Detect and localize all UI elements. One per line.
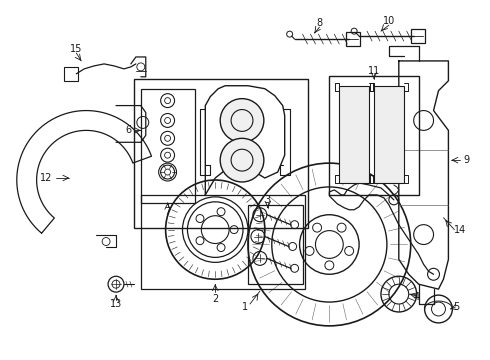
Text: 10: 10 (383, 16, 395, 26)
Text: 9: 9 (463, 155, 469, 165)
Text: 15: 15 (70, 44, 82, 54)
Text: 4: 4 (414, 292, 420, 302)
Bar (64, 67, 78, 81)
Text: 5: 5 (453, 302, 460, 312)
Bar (134, 79, 308, 228)
Text: 7: 7 (165, 207, 171, 217)
Bar (374, 86, 404, 183)
Bar (248, 205, 302, 284)
Text: 3: 3 (265, 195, 271, 205)
Text: 13: 13 (110, 299, 122, 309)
Circle shape (220, 138, 264, 182)
Bar (329, 76, 418, 195)
Bar (411, 29, 425, 43)
Circle shape (220, 99, 264, 142)
Text: 2: 2 (212, 294, 219, 304)
Text: 12: 12 (40, 173, 53, 183)
Text: 14: 14 (454, 225, 466, 235)
Text: 6: 6 (126, 125, 132, 135)
Text: 11: 11 (368, 66, 380, 76)
Text: 1: 1 (242, 302, 248, 312)
Bar (346, 32, 360, 46)
Bar (339, 86, 369, 183)
Bar (141, 195, 305, 289)
Text: 8: 8 (317, 18, 322, 28)
Bar (141, 89, 196, 203)
